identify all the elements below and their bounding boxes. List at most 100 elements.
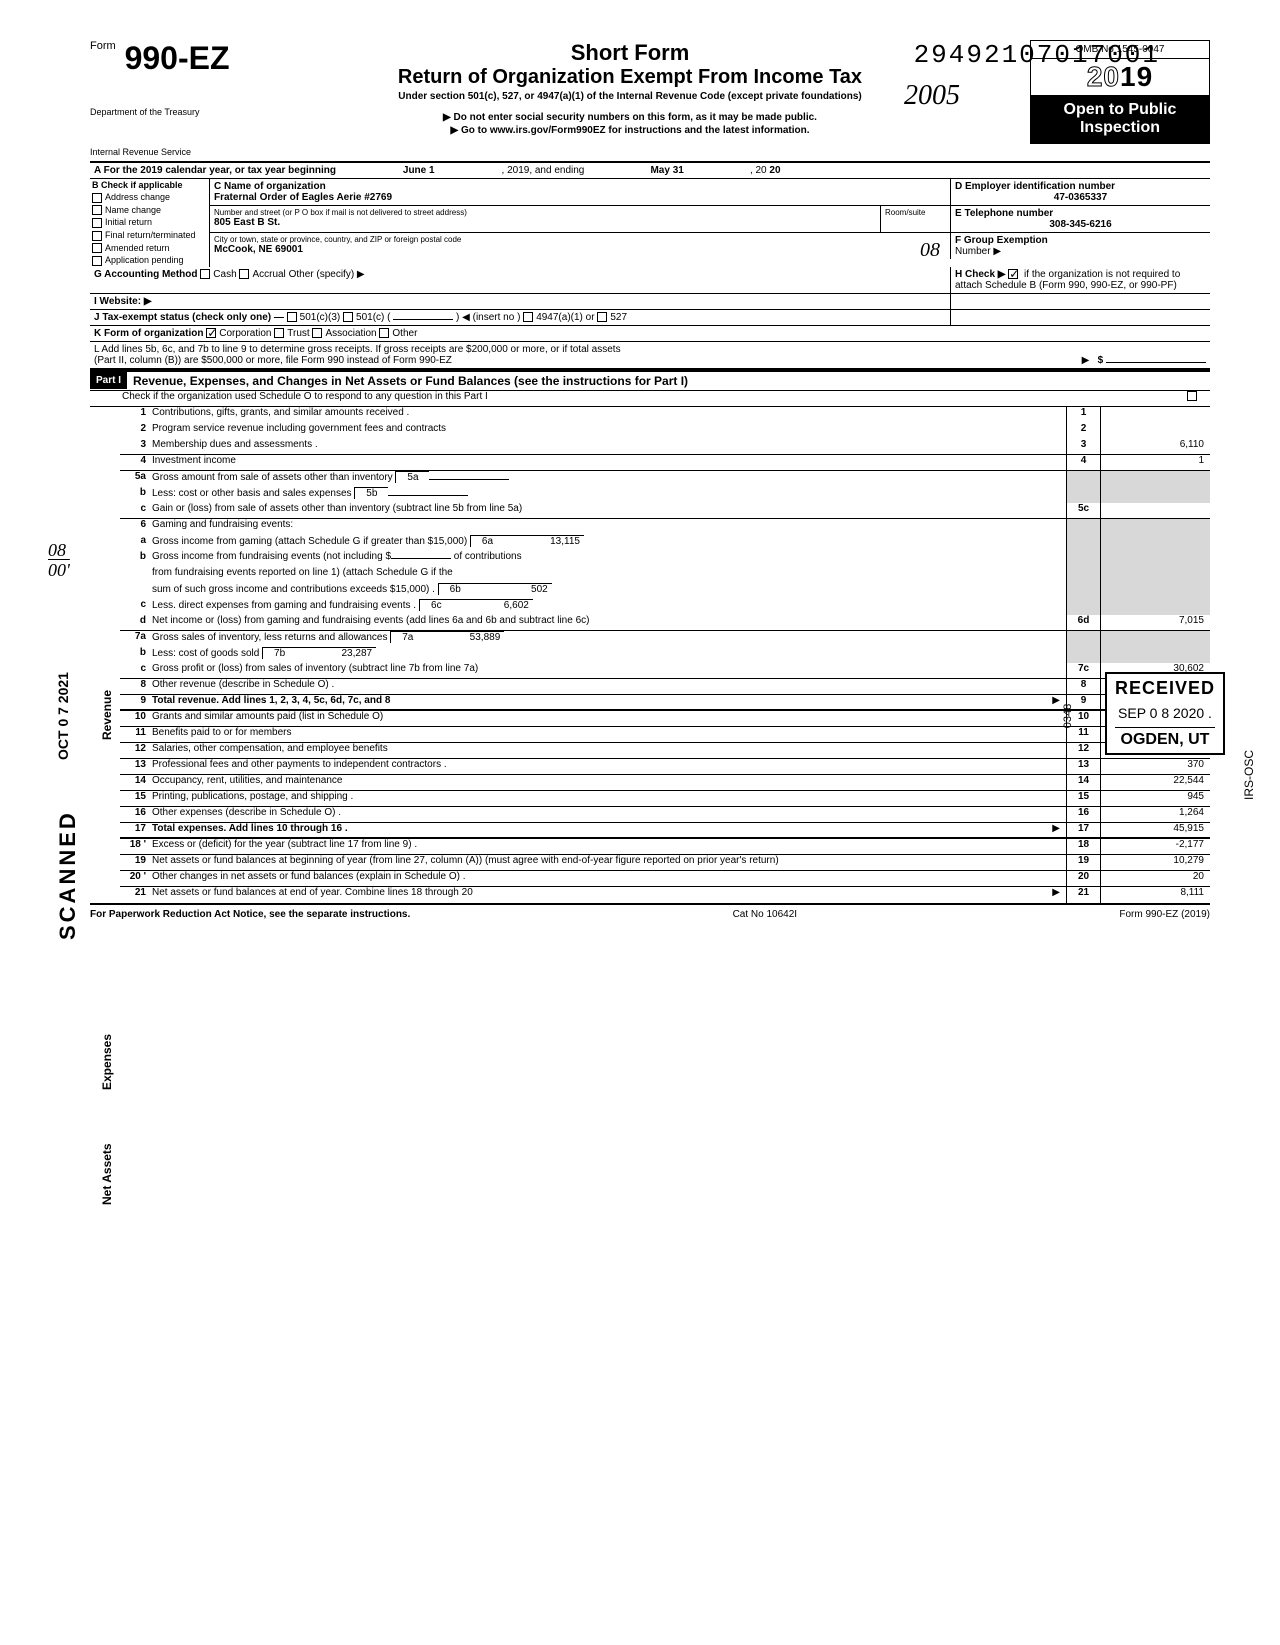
return-title: Return of Organization Exempt From Incom… [240, 66, 1020, 89]
in6b: 6b [438, 583, 472, 595]
av14: 22,544 [1100, 775, 1210, 790]
cb-4947[interactable] [523, 312, 533, 322]
in7b: 7b [262, 647, 296, 659]
k-trust: Trust [287, 328, 309, 339]
handwritten-08: 08 [920, 239, 940, 262]
ln6b: b [120, 551, 152, 567]
av6d: 7,015 [1100, 615, 1210, 630]
cb-501c[interactable] [343, 312, 353, 322]
scanned-stamp: SCANNED [55, 810, 81, 940]
ld12: Salaries, other compensation, and employ… [152, 743, 1066, 758]
an2: 2 [1066, 423, 1100, 439]
ln2: 2 [120, 423, 152, 439]
an16: 16 [1066, 807, 1100, 822]
av5c [1100, 503, 1210, 518]
side-assets: Net Assets [100, 1143, 114, 1205]
ld6d: Net income or (loss) from gaming and fun… [152, 615, 1066, 630]
subtitle: Under section 501(c), 527, or 4947(a)(1)… [240, 91, 1020, 102]
ld6b4: sum of such gross income and contributio… [152, 584, 435, 595]
dept-irs: Internal Revenue Service [90, 147, 230, 157]
open-line2: Inspection [1037, 119, 1203, 137]
ln13: 13 [120, 759, 152, 774]
cb-trust[interactable] [274, 328, 284, 338]
ld5a: Gross amount from sale of assets other t… [152, 472, 393, 483]
ld16: Other expenses (describe in Schedule O) … [152, 807, 1066, 822]
ld5b: Less: cost or other basis and sales expe… [152, 488, 352, 499]
received-title: RECEIVED [1115, 678, 1215, 699]
an20: 20 [1066, 871, 1100, 886]
cb-527[interactable] [597, 312, 607, 322]
cb-name[interactable] [92, 205, 102, 215]
ln3: 3 [120, 439, 152, 454]
ld18: Excess or (deficit) for the year (subtra… [152, 839, 1066, 854]
hand-08-left: 08 [48, 540, 66, 561]
cb-final[interactable] [92, 231, 102, 241]
cb-schedo[interactable] [1187, 391, 1197, 401]
city: McCook, NE 69001 [214, 244, 946, 255]
cb-accrual[interactable] [239, 269, 249, 279]
ld20: Other changes in net assets or fund bala… [152, 871, 1066, 886]
open-to-public: Open to Public Inspection [1031, 95, 1209, 143]
cb-501c3[interactable] [287, 312, 297, 322]
ln5a: 5a [120, 471, 152, 487]
an3: 3 [1066, 439, 1100, 454]
ld6a: Gross income from gaming (attach Schedul… [152, 536, 467, 547]
b-label: B Check if applicable [90, 179, 209, 191]
period-label: A For the 2019 calendar year, or tax yea… [94, 165, 336, 176]
l-text2: (Part II, column (B)) are $500,000 or mo… [94, 355, 452, 366]
j-527: 527 [610, 312, 627, 323]
received-date: SEP 0 8 2020 . [1115, 705, 1215, 721]
cb-h[interactable] [1008, 269, 1018, 279]
an1: 1 [1066, 407, 1100, 423]
ld11: Benefits paid to or for members [152, 727, 1066, 742]
street: 805 East B St. [214, 217, 876, 228]
ln7c: c [120, 663, 152, 678]
side-revenue: Revenue [100, 690, 114, 740]
ln11: 11 [120, 727, 152, 742]
ln6d: d [120, 615, 152, 630]
ln19: 19 [120, 855, 152, 870]
j-insert: ) ◀ (insert no ) [456, 312, 520, 323]
in5a: 5a [395, 471, 429, 483]
g-cash: Cash [213, 269, 236, 280]
goto-link: ▶ Go to www.irs.gov/Form990EZ for instru… [240, 125, 1020, 136]
k-other: Other [392, 328, 417, 339]
ar17: ▶ [1052, 823, 1060, 834]
k-corp: Corporation [219, 328, 271, 339]
part1-schedo: Check if the organization used Schedule … [122, 391, 1066, 406]
an21: 21 [1066, 887, 1100, 903]
iv7a: 53,889 [424, 631, 504, 643]
cb-assoc[interactable] [312, 328, 322, 338]
iv7b: 23,287 [296, 647, 376, 659]
iv6b: 502 [472, 583, 552, 595]
b-item-5: Application pending [105, 255, 184, 265]
cb-initial[interactable] [92, 218, 102, 228]
j-label: J Tax-exempt status (check only one) — [94, 312, 284, 323]
cb-pending[interactable] [92, 256, 102, 266]
av17: 45,915 [1100, 823, 1210, 837]
av3: 6,110 [1100, 439, 1210, 454]
an17: 17 [1066, 823, 1100, 837]
city-label: City or town, state or province, country… [214, 235, 946, 244]
cb-amended[interactable] [92, 243, 102, 253]
ld14: Occupancy, rent, utilities, and maintena… [152, 775, 1066, 790]
ld2: Program service revenue including govern… [152, 423, 1066, 439]
ln21: 21 [120, 887, 152, 903]
an13: 13 [1066, 759, 1100, 774]
cb-other[interactable] [379, 328, 389, 338]
an15: 15 [1066, 791, 1100, 806]
footer-right: Form 990-EZ (2019) [1119, 909, 1210, 920]
in6a: 6a [470, 535, 504, 547]
av16: 1,264 [1100, 807, 1210, 822]
ln14: 14 [120, 775, 152, 790]
ln15: 15 [120, 791, 152, 806]
an19: 19 [1066, 855, 1100, 870]
cb-cash[interactable] [200, 269, 210, 279]
l-dollar: $ [1098, 355, 1104, 366]
av21: 8,111 [1100, 887, 1210, 903]
cb-address[interactable] [92, 193, 102, 203]
period-end: May 31 [587, 165, 747, 176]
received-stamp: RECEIVED SEP 0 8 2020 . OGDEN, UT [1105, 672, 1225, 755]
cb-corp[interactable] [206, 328, 216, 338]
av19: 10,279 [1100, 855, 1210, 870]
